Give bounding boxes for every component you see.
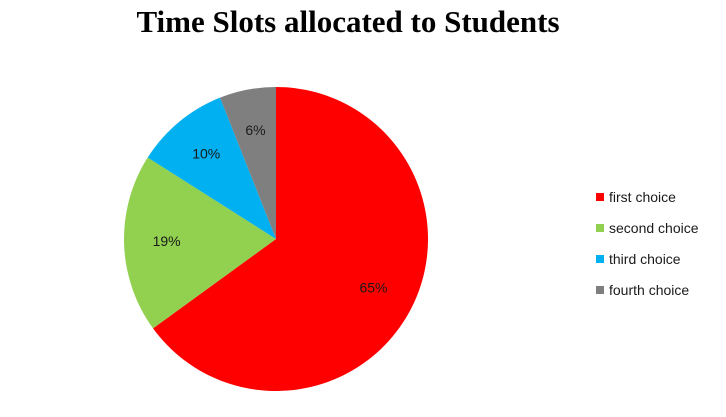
pie-slices — [123, 87, 429, 391]
legend-swatch-third-choice — [596, 254, 604, 263]
legend: first choice second choice third choice … — [596, 181, 724, 305]
legend-label-fourth-choice: fourth choice — [609, 281, 690, 298]
legend-item-second-choice: second choice — [596, 212, 724, 243]
data-label-fourth-choice: 6% — [245, 122, 265, 138]
pie-data-labels: 65% 19% 10% 6% — [153, 122, 388, 295]
legend-item-third-choice: third choice — [596, 243, 724, 274]
legend-swatch-fourth-choice — [596, 285, 604, 294]
legend-item-fourth-choice: fourth choice — [596, 274, 724, 305]
legend-item-first-choice: first choice — [596, 181, 724, 212]
data-label-third-choice: 10% — [192, 145, 220, 161]
pie-slice-fourth-choice — [220, 87, 276, 239]
pie-slice-first-choice — [153, 87, 429, 391]
legend-swatch-second-choice — [596, 223, 604, 232]
legend-label-third-choice: third choice — [609, 250, 681, 267]
pie-slice-third-choice — [147, 97, 276, 239]
chart-title: Time Slots allocated to Students — [136, 4, 560, 39]
legend-label-second-choice: second choice — [609, 219, 699, 236]
legend-swatch-first-choice — [596, 192, 604, 201]
pie-slice-second-choice — [123, 157, 276, 329]
legend-label-first-choice: first choice — [609, 188, 676, 205]
data-label-first-choice: 65% — [359, 279, 387, 295]
data-label-second-choice: 19% — [153, 233, 181, 249]
